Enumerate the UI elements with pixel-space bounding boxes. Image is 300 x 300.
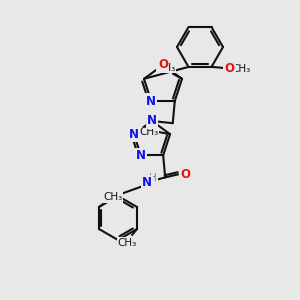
Text: CH₃: CH₃ (117, 238, 137, 248)
Text: O: O (180, 168, 190, 181)
Text: N: N (142, 176, 152, 189)
Text: CH₃: CH₃ (156, 63, 176, 73)
Text: N: N (129, 128, 139, 141)
Text: N: N (146, 95, 156, 108)
Text: CH₃: CH₃ (103, 192, 123, 202)
Text: O: O (224, 62, 235, 75)
Text: O: O (158, 58, 168, 71)
Text: N: N (147, 115, 157, 128)
Text: CH₃: CH₃ (232, 64, 251, 74)
Text: N: N (136, 149, 146, 162)
Text: CH₃: CH₃ (140, 127, 159, 137)
Text: H: H (149, 173, 157, 183)
